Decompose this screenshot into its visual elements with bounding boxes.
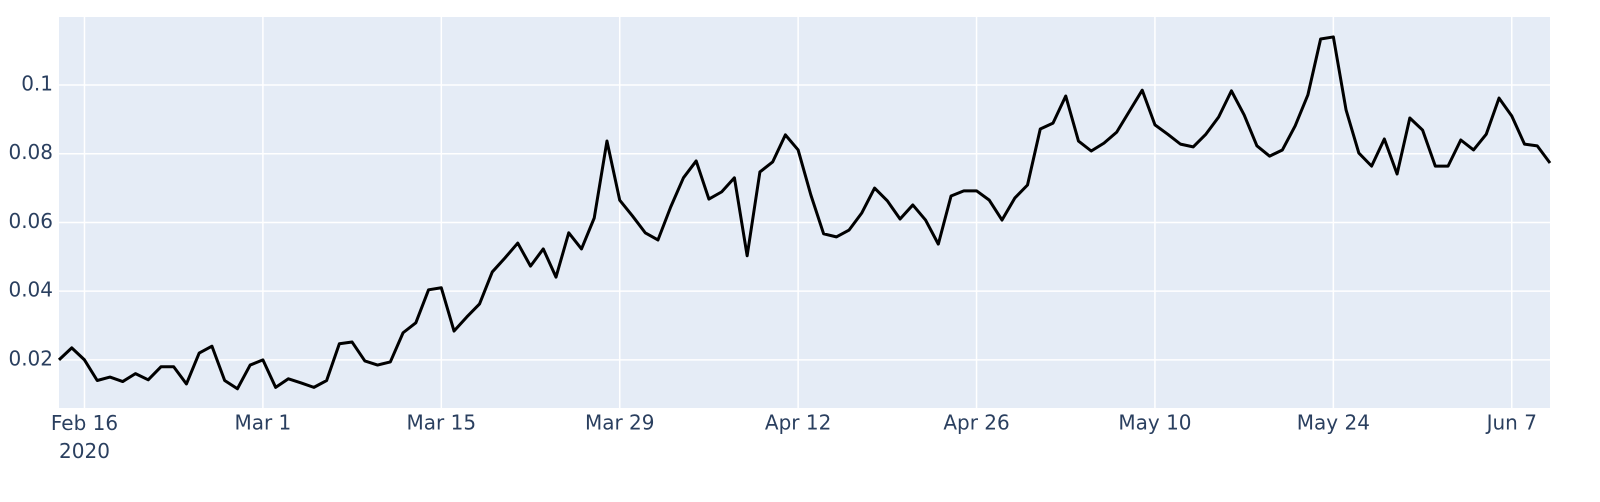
x-tick-label: May 10 bbox=[1118, 411, 1191, 435]
y-tick-label: 0.02 bbox=[8, 346, 53, 370]
x-tick-label: Mar 1 bbox=[234, 411, 291, 435]
y-tick-label: 0.08 bbox=[8, 140, 53, 164]
x-tick-label: Apr 12 bbox=[765, 411, 831, 435]
y-tick-label: 0.04 bbox=[8, 278, 53, 302]
plot-area bbox=[59, 17, 1550, 408]
x-tick-label: Apr 26 bbox=[943, 411, 1009, 435]
x-tick-label: May 24 bbox=[1297, 411, 1370, 435]
x-tick-label: Mar 29 bbox=[585, 411, 655, 435]
y-tick-label: 0.1 bbox=[21, 72, 53, 96]
x-tick-label: Feb 16 2020 bbox=[51, 411, 118, 463]
x-tick-label: Jun 7 bbox=[1485, 411, 1537, 435]
y-tick-label: 0.06 bbox=[8, 209, 53, 233]
data-line bbox=[57, 35, 1552, 391]
x-tick-label: Mar 15 bbox=[407, 411, 477, 435]
